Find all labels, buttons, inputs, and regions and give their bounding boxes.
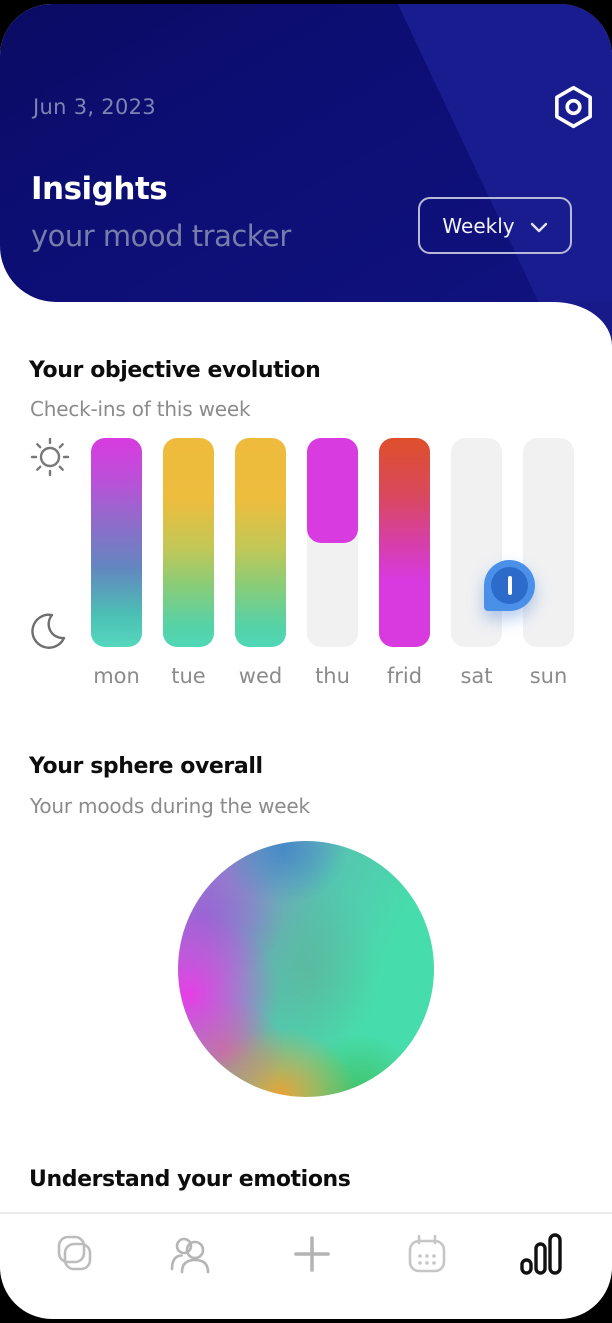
- bar-column-sat[interactable]: [451, 438, 502, 647]
- day-label-thu: thu: [315, 664, 350, 688]
- header-card: [0, 4, 612, 302]
- moon-icon: [30, 612, 66, 650]
- bar-track: [523, 438, 574, 647]
- mood-sphere: [178, 841, 434, 1097]
- page-title: Insights: [31, 171, 168, 207]
- objective-section-title: Your objective evolution: [29, 358, 321, 383]
- header-corner-curve: [554, 302, 612, 346]
- nav-add[interactable]: [290, 1232, 334, 1276]
- bar-column-tue[interactable]: [163, 438, 214, 647]
- bar-fill: [91, 438, 142, 647]
- bar-column-wed[interactable]: [235, 438, 286, 647]
- bar-column-frid[interactable]: [379, 438, 430, 647]
- bar-column-mon[interactable]: [91, 438, 142, 647]
- nav-insights-active[interactable]: [519, 1232, 563, 1276]
- app-screen: Jun 3, 2023 Insights your mood tracker W…: [0, 4, 612, 1319]
- weekly-checkin-chart: [91, 438, 574, 647]
- marker-cursor-glyph: [507, 576, 512, 595]
- sphere-section-subtitle: Your moods during the week: [30, 794, 310, 818]
- header-facet-decoration: [397, 4, 612, 302]
- nav-journal[interactable]: [52, 1232, 96, 1276]
- objective-section-subtitle: Check-ins of this week: [30, 397, 251, 421]
- day-label-sun: sun: [529, 664, 568, 688]
- nav-community[interactable]: [168, 1232, 212, 1276]
- bar-columns: [91, 438, 574, 647]
- day-label-tue: tue: [171, 664, 206, 688]
- page-subtitle: your mood tracker: [31, 219, 291, 253]
- sphere-section-title: Your sphere overall: [29, 754, 263, 779]
- bar-fill: [163, 438, 214, 647]
- bar-fill: [379, 438, 430, 647]
- period-selector-label: Weekly: [442, 213, 515, 238]
- bar-fill: [235, 438, 286, 647]
- bar-column-thu[interactable]: [307, 438, 358, 647]
- day-labels-row: mon tue wed thu frid sat sun: [91, 664, 574, 688]
- bar-fill: [307, 438, 358, 543]
- day-label-mon: mon: [93, 664, 140, 688]
- emotions-section-title: Understand your emotions: [29, 1167, 351, 1192]
- bar-column-sun[interactable]: [523, 438, 574, 647]
- chevron-down-icon: [530, 214, 548, 238]
- current-date: Jun 3, 2023: [33, 95, 156, 119]
- nav-divider: [0, 1212, 612, 1214]
- bar-track: [451, 438, 502, 647]
- sun-icon: [29, 436, 71, 478]
- period-selector-button[interactable]: Weekly: [418, 197, 572, 254]
- day-label-frid: frid: [386, 664, 423, 688]
- chart-drag-marker[interactable]: [484, 560, 535, 611]
- settings-icon[interactable]: [551, 84, 596, 130]
- day-label-wed: wed: [238, 664, 283, 688]
- nav-calendar[interactable]: [405, 1232, 449, 1276]
- day-label-sat: sat: [460, 664, 493, 688]
